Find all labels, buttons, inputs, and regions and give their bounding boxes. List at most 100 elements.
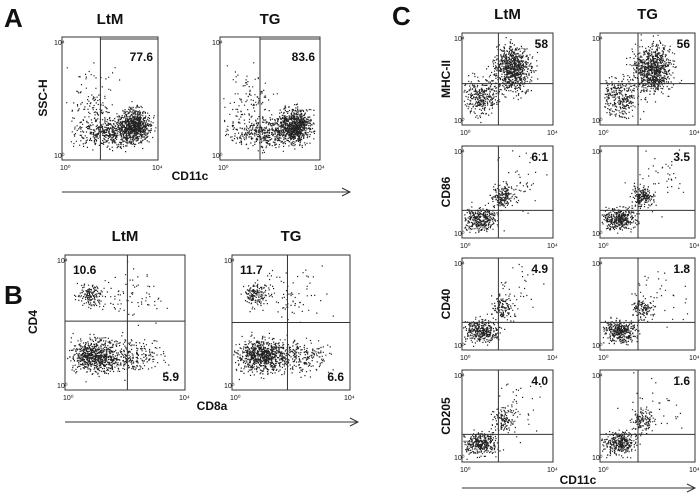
panel-label: A — [4, 3, 23, 33]
quadrant-value: 10.6 — [73, 263, 97, 277]
axis-tick: 10⁴ — [224, 258, 235, 265]
y-axis-label: MHC-II — [439, 60, 453, 98]
quadrant-value: 6.6 — [327, 370, 344, 384]
axis-tick: 10⁰ — [592, 342, 603, 350]
axis-tick: 10⁰ — [592, 230, 603, 238]
axis-tick: 10⁴ — [592, 149, 603, 156]
plot-frame — [461, 369, 554, 463]
event-dots — [233, 265, 334, 381]
axis-tick: 10⁴ — [689, 130, 700, 137]
axis-tick: 10⁰ — [454, 230, 465, 238]
arrow-head — [341, 187, 352, 197]
axis-tick: 10⁴ — [592, 36, 603, 43]
axis-tick: 10⁴ — [344, 395, 355, 402]
event-dots — [601, 149, 685, 234]
plot-frame — [461, 257, 554, 351]
panel-label: C — [392, 1, 411, 31]
column-title: TG — [281, 228, 302, 245]
y-axis-label: CD40 — [439, 288, 453, 319]
quadrant-value: 11.7 — [240, 263, 263, 277]
plot-frame — [61, 36, 159, 161]
axis-tick: 10⁰ — [460, 354, 471, 362]
axis-tick: 10⁰ — [460, 129, 471, 137]
event-dots — [464, 150, 548, 234]
quadrant-value: 4.0 — [531, 374, 548, 388]
axis-tick: 10⁰ — [598, 354, 609, 362]
x-axis-label: CD11c — [560, 473, 597, 487]
axis-tick: 10⁰ — [63, 394, 74, 402]
column-title: LtM — [97, 11, 124, 28]
plot-frame — [599, 257, 696, 351]
axis-tick: 10⁰ — [218, 164, 229, 172]
axis-tick: 10⁰ — [60, 164, 71, 172]
panel-label: B — [4, 280, 23, 310]
plot-frame — [461, 32, 554, 126]
axis-tick: 10⁰ — [224, 382, 235, 390]
axis-tick: 10⁰ — [230, 394, 241, 402]
x-axis-label: CD8a — [197, 399, 228, 413]
gate-value: 77.6 — [130, 50, 154, 64]
column-title: LtM — [112, 228, 139, 245]
column-title: TG — [260, 11, 281, 28]
axis-tick: 10⁰ — [598, 129, 609, 137]
plot-frame — [599, 369, 696, 463]
arrow-head — [349, 417, 360, 427]
quadrant-value: 1.6 — [673, 374, 690, 388]
column-title: LtM — [494, 6, 521, 23]
quadrant-value: 1.8 — [673, 262, 690, 276]
plot-frame — [461, 145, 554, 239]
axis-tick: 10⁴ — [179, 395, 190, 402]
x-axis-label: CD11c — [172, 169, 209, 183]
quadrant-value: 56 — [677, 37, 691, 51]
axis-tick: 10⁰ — [454, 117, 465, 125]
axis-tick: 10⁰ — [592, 454, 603, 462]
event-dots — [602, 266, 689, 346]
axis-tick: 10⁴ — [689, 355, 700, 362]
quadrant-value: 58 — [535, 37, 549, 51]
axis-tick: 10⁴ — [454, 373, 465, 380]
gate-value: 83.6 — [292, 50, 316, 64]
axis-tick: 10⁰ — [460, 466, 471, 474]
axis-tick: 10⁰ — [212, 152, 223, 160]
column-title: TG — [637, 6, 658, 23]
axis-tick: 10⁴ — [592, 373, 603, 380]
event-dots — [463, 383, 542, 460]
plot-frame — [219, 36, 321, 161]
y-axis-label: CD4 — [26, 310, 40, 334]
axis-tick: 10⁴ — [454, 261, 465, 268]
axis-tick: 10⁴ — [547, 243, 558, 250]
arrow-head — [686, 483, 697, 493]
axis-tick: 10⁰ — [598, 242, 609, 250]
event-dots — [67, 261, 170, 383]
axis-tick: 10⁴ — [547, 130, 558, 137]
y-axis-label: SSC-H — [36, 79, 50, 116]
axis-tick: 10⁴ — [314, 165, 325, 172]
axis-tick: 10⁴ — [689, 243, 700, 250]
axis-tick: 10⁴ — [454, 36, 465, 43]
axis-tick: 10⁴ — [152, 165, 163, 172]
quadrant-value: 6.1 — [531, 150, 548, 164]
plot-frame — [599, 32, 696, 126]
y-axis-label: CD86 — [439, 176, 453, 207]
event-dots — [463, 263, 545, 347]
axis-tick: 10⁴ — [54, 40, 65, 47]
plot-frame — [599, 145, 696, 239]
axis-tick: 10⁰ — [454, 342, 465, 350]
event-dots — [223, 62, 316, 154]
quadrant-value: 5.9 — [162, 370, 179, 384]
axis-tick: 10⁰ — [454, 454, 465, 462]
axis-tick: 10⁰ — [57, 382, 68, 390]
axis-tick: 10⁰ — [460, 242, 471, 250]
axis-tick: 10⁴ — [547, 355, 558, 362]
axis-tick: 10⁴ — [547, 467, 558, 474]
axis-tick: 10⁴ — [454, 149, 465, 156]
event-dots — [463, 37, 539, 124]
event-dots — [604, 34, 683, 120]
quadrant-value: 4.9 — [531, 262, 548, 276]
axis-tick: 10⁴ — [689, 467, 700, 474]
axis-tick: 10⁴ — [212, 40, 223, 47]
axis-tick: 10⁰ — [592, 117, 603, 125]
axis-tick: 10⁰ — [54, 152, 65, 160]
y-axis-label: CD205 — [439, 397, 453, 435]
